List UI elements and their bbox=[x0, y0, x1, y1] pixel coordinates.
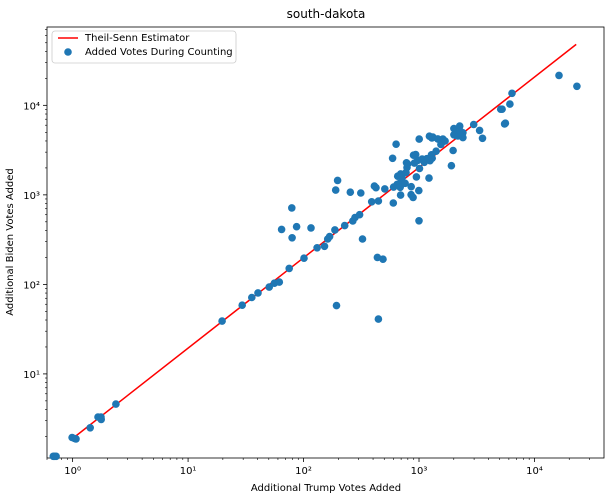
data-point bbox=[331, 226, 339, 234]
data-point bbox=[72, 435, 80, 443]
data-point bbox=[265, 283, 274, 291]
data-point bbox=[401, 179, 409, 188]
data-point bbox=[325, 232, 334, 241]
data-point bbox=[320, 242, 329, 251]
data-point bbox=[573, 82, 581, 91]
data-point bbox=[415, 217, 423, 225]
data-point bbox=[367, 198, 376, 206]
data-point bbox=[403, 160, 412, 168]
data-point bbox=[374, 197, 383, 205]
data-point bbox=[392, 140, 400, 148]
data-point bbox=[313, 244, 321, 252]
x-tick-label: 10⁴ bbox=[526, 466, 543, 477]
chart-title: south-dakota bbox=[287, 7, 366, 21]
data-point bbox=[288, 234, 296, 242]
data-point bbox=[357, 189, 365, 197]
data-point bbox=[388, 154, 397, 163]
legend-marker-swatch bbox=[64, 48, 72, 56]
data-point bbox=[469, 120, 478, 129]
data-point bbox=[292, 222, 301, 231]
fit-line bbox=[72, 43, 577, 440]
data-point bbox=[285, 264, 294, 273]
data-point bbox=[478, 134, 487, 143]
x-tick-label: 10³ bbox=[411, 466, 428, 477]
y-axis: 10¹ 10² 10³ 10⁴ bbox=[23, 29, 47, 437]
data-point bbox=[409, 193, 417, 202]
legend-label-fit: Theil-Senn Estimator bbox=[84, 33, 190, 44]
data-point bbox=[381, 185, 389, 193]
data-point bbox=[475, 126, 484, 135]
y-tick-label: 10³ bbox=[23, 191, 40, 202]
data-point bbox=[447, 161, 456, 170]
data-point bbox=[427, 151, 436, 159]
data-point bbox=[288, 204, 296, 212]
data-point bbox=[441, 137, 449, 145]
data-point bbox=[415, 186, 423, 195]
data-point bbox=[333, 176, 342, 185]
x-tick-label: 10¹ bbox=[180, 466, 197, 477]
y-axis-label: Additional Biden Votes Added bbox=[5, 168, 16, 316]
data-point bbox=[49, 452, 58, 461]
x-axis: 10⁰ 10¹ 10² 10³ 10⁴ bbox=[46, 458, 590, 477]
data-point bbox=[500, 120, 509, 128]
data-point bbox=[411, 150, 420, 159]
data-point bbox=[425, 174, 433, 182]
data-point bbox=[340, 221, 349, 230]
data-point bbox=[331, 186, 340, 194]
data-point bbox=[398, 173, 406, 182]
data-point bbox=[248, 293, 256, 302]
data-point bbox=[379, 255, 387, 263]
data-point bbox=[277, 225, 286, 234]
data-point bbox=[410, 159, 419, 167]
data-point bbox=[307, 224, 315, 232]
data-point bbox=[254, 289, 262, 297]
data-point bbox=[506, 100, 514, 108]
x-axis-label: Additional Trump Votes Added bbox=[251, 483, 401, 494]
legend-label-points: Added Votes During Counting bbox=[85, 47, 233, 58]
data-point bbox=[498, 105, 506, 113]
y-tick-label: 10¹ bbox=[23, 370, 40, 381]
data-point bbox=[415, 164, 424, 173]
data-point bbox=[86, 424, 94, 432]
data-point bbox=[508, 89, 516, 98]
data-point bbox=[396, 191, 405, 199]
scatter-points bbox=[49, 71, 581, 461]
legend-box bbox=[51, 30, 237, 64]
data-point bbox=[407, 182, 416, 191]
data-point bbox=[370, 182, 379, 190]
data-point bbox=[275, 278, 284, 286]
data-point bbox=[358, 235, 367, 243]
data-point bbox=[389, 199, 398, 207]
data-point bbox=[97, 415, 105, 424]
data-point bbox=[449, 146, 457, 155]
y-tick-label: 10⁴ bbox=[23, 101, 40, 112]
data-point bbox=[415, 135, 424, 143]
data-point bbox=[112, 400, 120, 408]
data-point bbox=[332, 301, 341, 310]
data-point bbox=[456, 127, 465, 136]
data-point bbox=[238, 301, 246, 310]
x-tick-label: 10² bbox=[295, 466, 312, 477]
x-tick-label: 10⁰ bbox=[64, 466, 81, 477]
legend: Theil-Senn Estimator Added Votes During … bbox=[51, 30, 237, 64]
data-point bbox=[374, 315, 383, 323]
y-tick-label: 10² bbox=[23, 280, 40, 291]
data-point bbox=[346, 188, 355, 196]
data-point bbox=[555, 71, 563, 80]
data-point bbox=[218, 317, 226, 325]
data-point bbox=[355, 210, 364, 219]
fit-line-group bbox=[72, 43, 577, 440]
data-point bbox=[300, 254, 308, 262]
data-point bbox=[412, 173, 421, 181]
